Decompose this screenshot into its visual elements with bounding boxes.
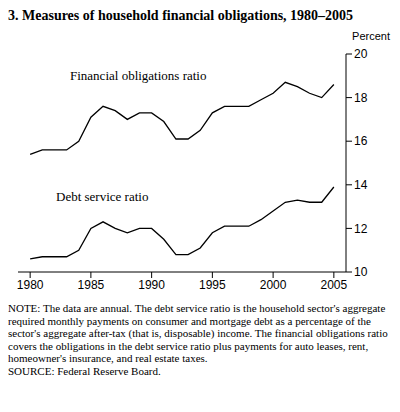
svg-text:10: 10 [354,265,368,279]
svg-text:20: 20 [354,47,368,61]
html-text:SOURCE: Federal Reserve Board.: SOURCE: Federal Reserve Board. [8,364,161,377]
svg-text:2005: 2005 [321,278,348,292]
svg-text:2000: 2000 [260,278,287,292]
svg-text:16: 16 [354,134,368,148]
svg-text:1980: 1980 [17,278,44,292]
svg-text:1995: 1995 [199,278,226,292]
svg-text:12: 12 [354,222,368,236]
html-text:Financial obligations ratio: Financial obligations ratio [70,68,207,83]
html-text:NOTE: The data are annual. The: NOTE: The data are annual. The debt serv… [8,302,388,364]
html-text:Percent: Percent [352,30,390,42]
svg-text:14: 14 [354,178,368,192]
html-text:3. Measures of household finan: 3. Measures of household financial oblig… [8,8,354,23]
svg-text:18: 18 [354,91,368,105]
html-text:Debt service ratio: Debt service ratio [56,189,149,204]
svg-text:1985: 1985 [78,278,105,292]
svg-text:1990: 1990 [138,278,165,292]
